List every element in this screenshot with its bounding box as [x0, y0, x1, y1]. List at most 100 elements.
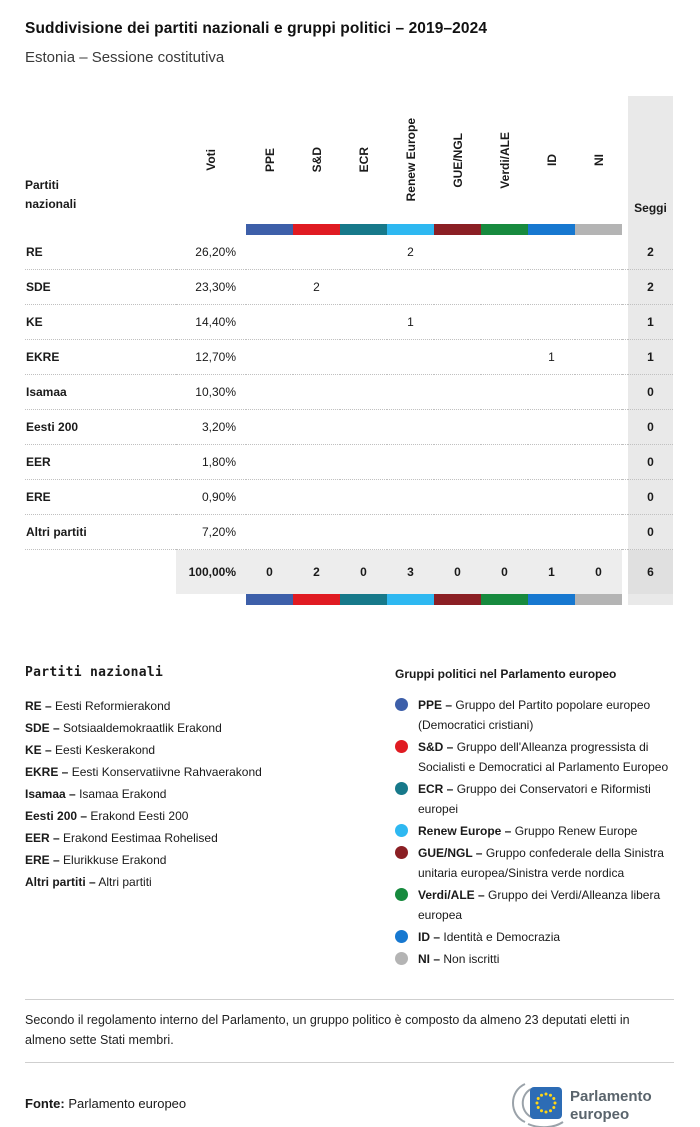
- group-cell: [434, 305, 481, 340]
- group-cell: [246, 235, 293, 270]
- legend-party-item: KE – Eesti Keskerakond: [25, 743, 156, 757]
- group-cell: [575, 235, 622, 270]
- table-row: KE 14,40% 1 1: [25, 305, 673, 340]
- logo-swoosh-inner: [521, 1088, 532, 1118]
- group-cell: [246, 515, 293, 550]
- seggi-column-fill: [628, 224, 673, 235]
- table-row: RE 26,20% 2 2: [25, 235, 673, 270]
- group-cell: [246, 340, 293, 375]
- group-cell: [340, 480, 387, 515]
- group-cell: [481, 305, 528, 340]
- legend-group-item: S&D – Gruppo dell'Alleanza progressista …: [395, 737, 673, 777]
- col-header-voti: Voti: [204, 149, 218, 171]
- table-row: EKRE 12,70% 1 1: [25, 340, 673, 375]
- logo-text-line1: Parlamento: [570, 1088, 652, 1105]
- group-color-dot: [395, 698, 408, 711]
- col-header-seggi: Seggi: [628, 96, 673, 224]
- group-color-bar: [528, 224, 575, 235]
- seggi-value: 0: [628, 445, 673, 480]
- group-cell: [528, 445, 575, 480]
- group-cell: [246, 270, 293, 305]
- group-cell: [528, 480, 575, 515]
- legend-party-item: EKRE – Eesti Konservatiivne Rahvaerakond: [25, 765, 262, 779]
- col-header-group-ecr: ECR: [356, 147, 371, 173]
- logo-swoosh-outer: [512, 1083, 526, 1123]
- group-cell: [387, 270, 434, 305]
- group-cell: [575, 445, 622, 480]
- party-name: EER: [25, 445, 176, 480]
- column-gap: [622, 480, 628, 515]
- party-name: SDE: [25, 270, 176, 305]
- group-color-dot: [395, 824, 408, 837]
- party-name: EKRE: [25, 340, 176, 375]
- voti-value: 3,20%: [176, 410, 246, 445]
- group-cell: [340, 270, 387, 305]
- group-cell: [575, 340, 622, 375]
- source-row: Fonte: Parlamento europeo Parlamento eur…: [25, 1079, 674, 1127]
- column-gap: [622, 445, 628, 480]
- col-header-group-verdiale: Verdi/ALE: [497, 131, 512, 189]
- total-group-cell: 0: [246, 550, 293, 594]
- group-color-bar: [293, 224, 340, 235]
- group-color-dot: [395, 888, 408, 901]
- group-cell: [481, 445, 528, 480]
- group-color-bar: [434, 594, 481, 605]
- group-cell: [293, 340, 340, 375]
- party-name: Eesti 200: [25, 410, 176, 445]
- legend-group-item: Renew Europe – Gruppo Renew Europe: [395, 821, 673, 841]
- group-cell: [387, 375, 434, 410]
- group-color-dot: [395, 930, 408, 943]
- seggi-value: 1: [628, 340, 673, 375]
- group-cell: [340, 340, 387, 375]
- group-color-dot: [395, 846, 408, 859]
- group-cell: [481, 480, 528, 515]
- group-cell: [434, 340, 481, 375]
- group-cell: [340, 515, 387, 550]
- total-group-cell: 1: [528, 550, 575, 594]
- eu-stars: [535, 1092, 557, 1114]
- group-color-bar: [340, 224, 387, 235]
- table-row: Eesti 200 3,20% 0: [25, 410, 673, 445]
- group-color-bar: [528, 594, 575, 605]
- group-cell: [481, 375, 528, 410]
- group-cell: [293, 410, 340, 445]
- group-cell: [387, 480, 434, 515]
- group-cell: [575, 515, 622, 550]
- party-name: RE: [25, 235, 176, 270]
- column-gap: [622, 235, 628, 270]
- seggi-value: 2: [628, 235, 673, 270]
- party-name: Isamaa: [25, 375, 176, 410]
- group-cell: [340, 375, 387, 410]
- group-cell: [293, 375, 340, 410]
- column-gap: [622, 375, 628, 410]
- col-header-group-sd: S&D: [309, 147, 324, 173]
- legend-party-item: EER – Erakond Eestimaa Rohelised: [25, 831, 218, 845]
- column-gap: [622, 270, 628, 305]
- group-cell: [528, 270, 575, 305]
- voti-value: 1,80%: [176, 445, 246, 480]
- legend-party-item: Eesti 200 – Erakond Eesti 200: [25, 809, 189, 823]
- group-cell: [387, 515, 434, 550]
- group-cell: [575, 480, 622, 515]
- group-cell: [434, 515, 481, 550]
- group-cell: [434, 445, 481, 480]
- group-cell: [387, 340, 434, 375]
- group-cell: 1: [387, 305, 434, 340]
- footnote-section: Secondo il regolamento interno del Parla…: [25, 999, 674, 1063]
- group-color-dot: [395, 740, 408, 753]
- seggi-column-fill: [628, 594, 673, 605]
- legend-national-parties: Partiti nazionali RE – Eesti Reformierak…: [25, 665, 395, 971]
- group-cell: [340, 305, 387, 340]
- total-group-cell: 0: [575, 550, 622, 594]
- group-color-bars-top: [25, 224, 673, 235]
- column-gap: [622, 305, 628, 340]
- table-header: Partiti nazionali Voti PPE S&D ECR Renew…: [25, 96, 673, 224]
- total-group-cell: 3: [387, 550, 434, 594]
- col-header-group-guengl: GUE/NGL: [450, 132, 465, 188]
- group-cell: [434, 270, 481, 305]
- legend-party-item: Altri partiti – Altri partiti: [25, 875, 152, 889]
- party-name: ERE: [25, 480, 176, 515]
- legend-party-item: ERE – Elurikkuse Erakond: [25, 853, 167, 867]
- legend-section: Partiti nazionali RE – Eesti Reformierak…: [25, 665, 674, 971]
